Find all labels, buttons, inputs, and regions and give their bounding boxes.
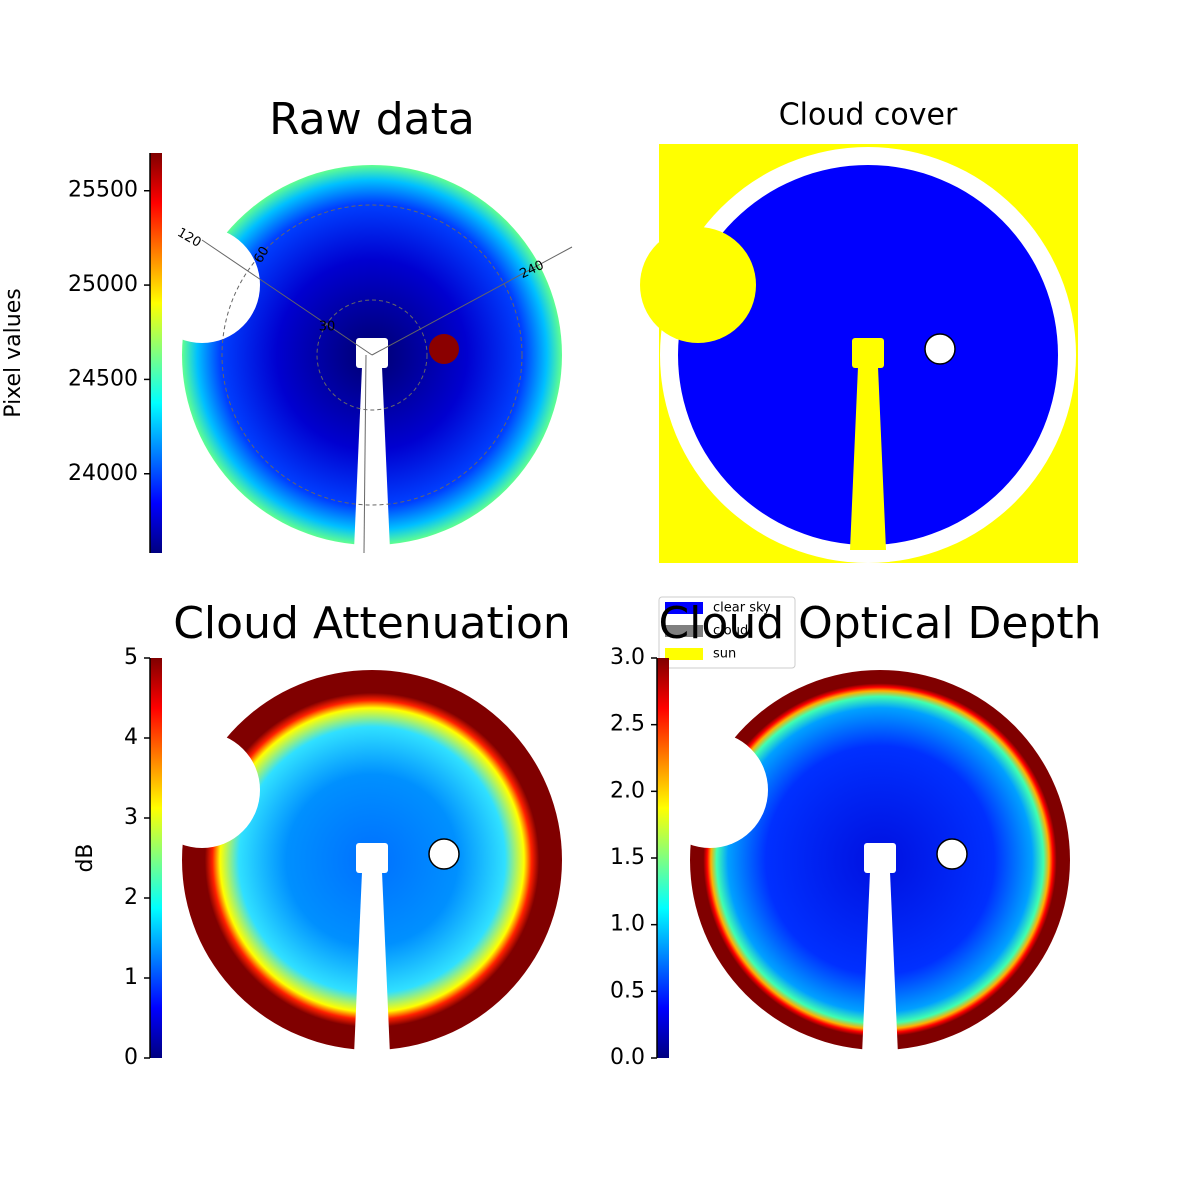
- legend-swatch: [665, 625, 703, 637]
- colorbar-tick-label: 4: [124, 725, 138, 750]
- polar-grid: [201, 239, 373, 356]
- colorbar-tick-label: 2.5: [610, 712, 645, 737]
- colorbar-tick-label: 3: [124, 805, 138, 830]
- polar-grid: [221, 204, 523, 506]
- panel-title: Cloud Attenuation: [173, 598, 571, 649]
- colorbar-tick-label: 5: [124, 645, 138, 670]
- polar-grid: [316, 299, 428, 411]
- camera-mount: [356, 338, 388, 368]
- panel-title: Cloud cover: [779, 98, 958, 133]
- obstruction: [144, 732, 260, 848]
- colorbar-tick-label: 2.0: [610, 778, 645, 803]
- sun-disk: [924, 333, 956, 365]
- camera-mount: [852, 338, 884, 368]
- sun-disk: [936, 838, 968, 870]
- sun-disk: [429, 334, 459, 364]
- colorbar: [150, 153, 162, 553]
- obstruction: [144, 227, 260, 343]
- obstruction: [640, 227, 756, 343]
- colorbar-label: Pixel values: [1, 288, 26, 417]
- colorbar-tick-label: 0: [124, 1045, 138, 1070]
- panel-title: Raw data: [269, 94, 475, 145]
- colorbar-tick-label: 0.5: [610, 978, 645, 1003]
- colorbar-tick-label: 24500: [68, 366, 138, 391]
- colorbar-tick-label: 2: [124, 885, 138, 910]
- colorbar-tick-label: 24000: [68, 461, 138, 486]
- colorbar-tick-label: 1.0: [610, 912, 645, 937]
- polar-label: 30: [319, 320, 336, 335]
- colorbar-label: dB: [73, 843, 98, 872]
- colorbar-tick-label: 1: [124, 965, 138, 990]
- obstruction: [652, 732, 768, 848]
- polar-label: 60: [251, 244, 272, 266]
- colorbar-tick-label: 1.5: [610, 845, 645, 870]
- camera-arm: [862, 872, 898, 1055]
- colorbar: [150, 658, 162, 1058]
- camera-arm: [354, 872, 390, 1055]
- camera-mount: [356, 843, 388, 873]
- legend-label: cloud: [713, 624, 748, 639]
- sun-disk: [428, 838, 460, 870]
- polar-grid: [363, 354, 367, 554]
- legend-swatch: [665, 648, 703, 660]
- panel-title: Cloud Optical Depth: [658, 598, 1101, 649]
- polar-grid: [371, 246, 573, 356]
- legend-swatch: [665, 602, 703, 614]
- camera-mount: [864, 843, 896, 873]
- legend-label: clear sky: [713, 601, 771, 616]
- colorbar-tick-label: 0.0: [610, 1045, 645, 1070]
- colorbar-tick-label: 3.0: [610, 645, 645, 670]
- colorbar-tick-label: 25500: [68, 178, 138, 203]
- legend-label: sun: [713, 647, 736, 662]
- colorbar-tick-label: 25000: [68, 272, 138, 297]
- colorbar: [657, 658, 669, 1058]
- camera-arm: [850, 367, 886, 550]
